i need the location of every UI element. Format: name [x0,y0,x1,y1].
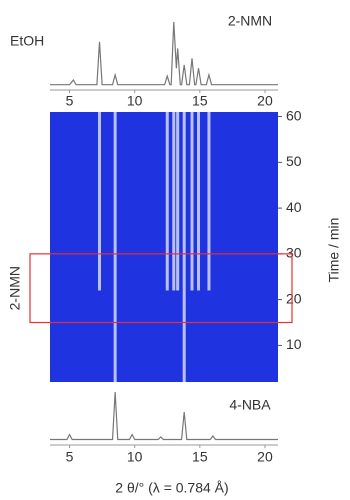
x-tick-label: 20 [257,449,273,465]
x-tick-label: 10 [127,93,143,109]
x-tick-label: 5 [66,93,74,109]
x-tick-label: 15 [192,93,208,109]
pattern-line [50,21,278,86]
x-tick-label: 5 [66,449,74,465]
y-tick-label: 50 [286,153,302,169]
diffraction-streak [172,112,176,291]
y-tick-label: 30 [286,245,302,261]
diffraction-streak [190,112,194,291]
y-tick-label: 10 [286,336,302,352]
pattern-line [50,391,278,441]
x-tick-label: 20 [257,93,273,109]
y-tick-label: 40 [286,199,302,215]
diffraction-streak [113,112,117,382]
y-tick-label: 20 [286,290,302,306]
highlight-label: 2-NMN [7,266,23,310]
x-axis-label: 2 θ/° (λ = 0.784 Å) [115,480,228,496]
diffraction-streak [197,112,201,291]
x-tick-label: 15 [192,449,208,465]
y-axis-label: Time / min [326,218,342,283]
x-tick-label: 10 [127,449,143,465]
heatmap-background [50,112,278,382]
diffraction-streak [207,112,211,291]
panel-title: 2-NMN [228,13,272,29]
diffraction-streak [165,112,169,291]
highlight-box [29,253,293,324]
diffraction-streak [98,112,102,291]
y-tick-label: 60 [286,107,302,123]
panel-title: 4-NBA [229,397,271,413]
solvent-label: EtOH [10,33,44,49]
diffraction-streak [182,112,186,382]
diffraction-streak [176,112,180,291]
